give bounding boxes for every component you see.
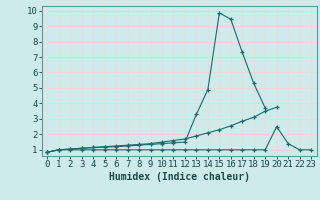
X-axis label: Humidex (Indice chaleur): Humidex (Indice chaleur) [109,172,250,182]
